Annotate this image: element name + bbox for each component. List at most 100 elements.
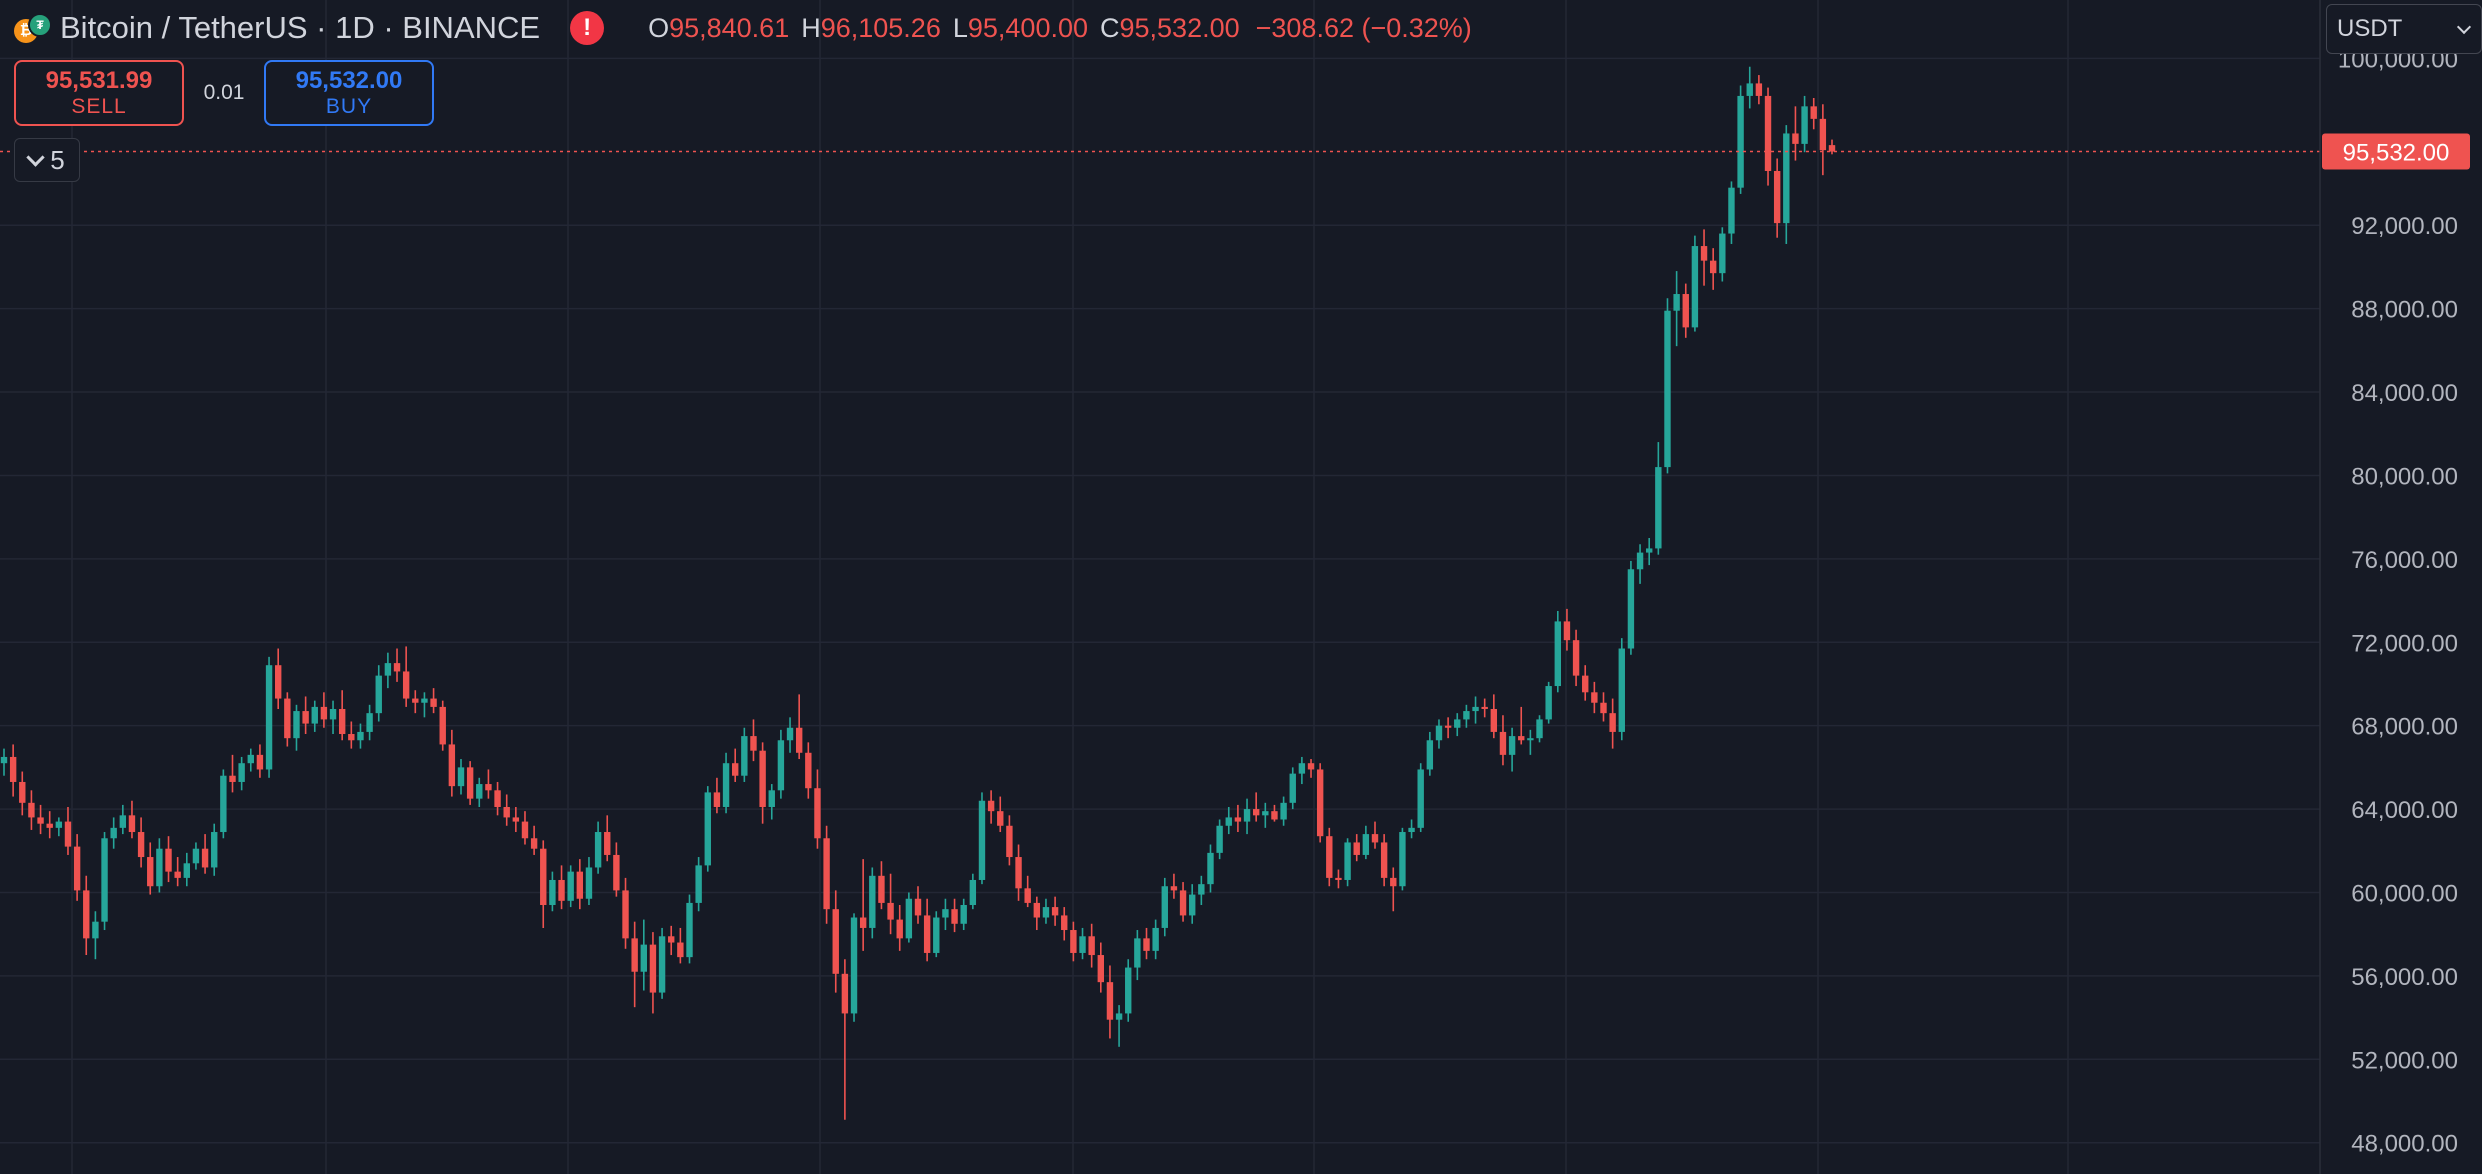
candle <box>402 646 410 707</box>
candle-body <box>750 736 757 751</box>
candle <box>1088 923 1095 968</box>
candle-body <box>1061 915 1068 931</box>
candle-body <box>110 827 117 839</box>
candle <box>923 898 931 962</box>
candle-body <box>997 811 1004 826</box>
candle-body <box>1051 907 1059 916</box>
chart-grid <box>0 0 2320 1174</box>
candle-body <box>476 784 483 799</box>
tether-icon: ₮ <box>28 13 52 37</box>
candle-body <box>275 665 282 699</box>
candle <box>293 704 300 751</box>
indicators-count: 5 <box>50 144 65 175</box>
indicators-toggle-button[interactable]: 5 <box>14 138 80 182</box>
candle <box>1472 696 1479 724</box>
candle-body <box>1417 769 1424 828</box>
price-axis-tick: 84,000.00 <box>2351 380 2458 407</box>
candle-body <box>677 942 684 958</box>
candle <box>649 932 657 1014</box>
candle <box>521 811 529 845</box>
candle <box>1170 873 1178 899</box>
quick-trade-panel: 95,531.99 SELL 0.01 95,532.00 BUY <box>14 60 434 126</box>
candle <box>384 652 392 689</box>
candle <box>284 692 291 747</box>
candle-body <box>795 727 803 753</box>
candle-body <box>594 832 602 868</box>
candle <box>1764 87 1772 186</box>
symbol-title[interactable]: Bitcoin / TetherUS · 1D · BINANCE <box>60 10 541 45</box>
symbol-icon[interactable]: ₿ ₮ <box>14 11 52 45</box>
exclamation-icon[interactable]: ! <box>570 11 605 45</box>
candle <box>841 959 849 1120</box>
buy-price: 95,532.00 <box>295 67 403 94</box>
candle-body <box>1280 802 1287 820</box>
candle <box>1390 867 1397 912</box>
candle <box>1664 298 1671 474</box>
candle <box>1115 1005 1123 1047</box>
candle <box>942 898 949 931</box>
candle-body <box>841 973 849 1014</box>
candle-body <box>987 800 995 812</box>
candle-body <box>1143 938 1150 951</box>
sell-button[interactable]: 95,531.99 SELL <box>14 60 184 126</box>
candle-body <box>1490 708 1498 732</box>
candle <box>805 742 812 799</box>
candle <box>668 925 675 956</box>
candle-body <box>1463 711 1470 720</box>
candle <box>1499 715 1507 766</box>
candle <box>1051 896 1059 926</box>
currency-select[interactable]: USDT <box>2326 4 2482 54</box>
candle <box>1106 965 1114 1039</box>
candle-body <box>73 846 81 891</box>
candle <box>9 744 17 797</box>
candle <box>887 873 894 935</box>
candle <box>1536 715 1543 743</box>
candle <box>850 913 858 1022</box>
candle-body <box>1636 552 1644 570</box>
candle-body <box>1289 773 1296 803</box>
candle <box>1335 869 1342 889</box>
candle <box>1070 921 1077 962</box>
candle-body <box>183 863 190 878</box>
price-axis[interactable]: 100,000.0092,000.0088,000.0084,000.0080,… <box>2338 46 2458 1157</box>
candle-body <box>284 698 291 739</box>
candle-body <box>1170 886 1178 891</box>
candle-body <box>1737 95 1744 188</box>
candle-body <box>649 944 657 993</box>
currency-value: USDT <box>2337 15 2403 42</box>
candle-body <box>83 890 90 939</box>
candle <box>832 890 839 993</box>
candle <box>1152 919 1159 960</box>
candle <box>1755 75 1763 105</box>
candle-body <box>192 848 200 864</box>
candle-body <box>311 706 318 724</box>
candle <box>1234 804 1242 833</box>
candle <box>1719 227 1726 282</box>
candle <box>512 806 520 833</box>
candle <box>1463 704 1470 728</box>
candle-body <box>329 708 337 720</box>
candle <box>823 825 830 924</box>
candle-body <box>1545 686 1552 720</box>
candle-body <box>485 784 492 791</box>
candle-body <box>1582 675 1589 693</box>
candle <box>933 911 940 958</box>
candle-body <box>1115 1013 1123 1020</box>
candle <box>1125 959 1132 1022</box>
candle <box>128 800 136 839</box>
candle <box>549 871 556 912</box>
candle <box>1289 767 1296 810</box>
open-label: O <box>648 12 670 43</box>
candle-body <box>859 917 867 928</box>
candle-body <box>55 821 63 828</box>
candle-body <box>1262 811 1269 816</box>
candle <box>759 742 766 824</box>
candle-body <box>704 792 711 866</box>
buy-button[interactable]: 95,532.00 BUY <box>264 60 434 126</box>
candle-body <box>1499 731 1507 755</box>
candle-body <box>786 727 794 741</box>
candle-body <box>1646 548 1653 553</box>
candle-body <box>951 909 958 924</box>
candle <box>558 865 565 910</box>
